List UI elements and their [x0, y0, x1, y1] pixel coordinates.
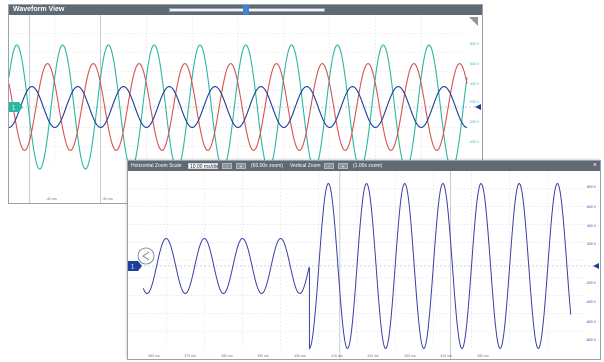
trigger-point-circle[interactable] — [137, 247, 155, 265]
window-title: Waveform View — [13, 6, 65, 13]
chevron-left-icon[interactable] — [142, 251, 150, 261]
y-tick-label: 200 V — [587, 242, 597, 246]
y-tick-label: 600 V — [470, 62, 480, 66]
vertical-zoom-in-button[interactable]: + — [338, 163, 348, 170]
zoomed-waveform-series[interactable] — [142, 182, 572, 350]
zoom-plot-svg[interactable]: 800 V 600 V 400 V 200 V -200 V -400 V -600 V -8… — [128, 171, 600, 359]
trigger-level-icon[interactable] — [593, 263, 599, 269]
trigger-level-icon[interactable] — [475, 104, 481, 110]
x-tick-label: 390 ms — [257, 354, 269, 358]
x-tick-label: -40 ms — [46, 197, 57, 201]
x-tick-label: 420 ms — [367, 354, 379, 358]
x-tick-label: 430 ms — [404, 354, 416, 358]
zoom-window[interactable]: Horizontal Zoom Scale 10.00 ms/div - + (… — [127, 160, 601, 360]
zoom-window-titlebar[interactable]: Horizontal Zoom Scale 10.00 ms/div - + (… — [128, 161, 600, 171]
waveform-series-1[interactable] — [9, 44, 468, 170]
y-tick-label: 200 V — [470, 100, 480, 104]
y-tick-label: 800 V — [587, 185, 597, 189]
vertical-zoom-factor: (1.00x zoom) — [353, 163, 383, 169]
y-tick-label: -400 V — [469, 140, 480, 144]
horizontal-zoom-factor: (60.00x zoom) — [251, 163, 283, 169]
x-tick-label: 410 ms — [331, 354, 343, 358]
channel-marker-label: 1 — [131, 265, 135, 271]
corner-fold-icon[interactable] — [469, 17, 478, 26]
y-tick-label: -200 V — [469, 120, 480, 124]
x-tick-label: 370 ms — [184, 354, 196, 358]
x-tick-label: 400 ms — [294, 354, 306, 358]
vertical-zoom-out-button[interactable]: - — [324, 163, 334, 170]
horizontal-zoom-in-button[interactable]: + — [236, 163, 246, 170]
horizontal-zoom-input[interactable]: 10.00 ms/div — [188, 163, 219, 170]
vertical-zoom-label: Vertical Zoom — [290, 163, 321, 169]
x-tick-label: 360 ms — [148, 354, 160, 358]
waveform-view-titlebar[interactable]: Waveform View — [9, 5, 482, 15]
x-tick-label: 440 ms — [440, 354, 452, 358]
y-tick-label: -200 V — [586, 281, 597, 285]
horizontal-zoom-out-button[interactable]: - — [222, 163, 232, 170]
y-tick-label: 400 V — [587, 224, 597, 228]
y-tick-label: -800 V — [586, 338, 597, 342]
close-icon[interactable]: × — [592, 162, 597, 169]
zoom-plot-area[interactable]: 800 V 600 V 400 V 200 V -200 V -400 V -600 V -8… — [128, 171, 600, 359]
waveform-series-2[interactable] — [9, 63, 468, 151]
channel-marker-icon[interactable] — [9, 102, 23, 112]
x-tick-label: 450 ms — [477, 354, 489, 358]
y-tick-label: 800 V — [470, 42, 480, 46]
waveform-series-3[interactable] — [9, 85, 468, 129]
y-tick-label: -600 V — [586, 320, 597, 324]
y-tick-label: 600 V — [587, 205, 597, 209]
channel-marker-icon[interactable] — [128, 261, 142, 271]
horizontal-zoom-label: Horizontal Zoom Scale — [131, 163, 182, 169]
y-tick-label: 400 V — [470, 82, 480, 86]
x-tick-label: -30 ms — [102, 197, 113, 201]
channel-marker-label: 1 — [12, 106, 16, 112]
y-tick-label: -400 V — [586, 300, 597, 304]
scroll-position-handle[interactable] — [243, 5, 249, 15]
x-tick-label: 380 ms — [221, 354, 233, 358]
